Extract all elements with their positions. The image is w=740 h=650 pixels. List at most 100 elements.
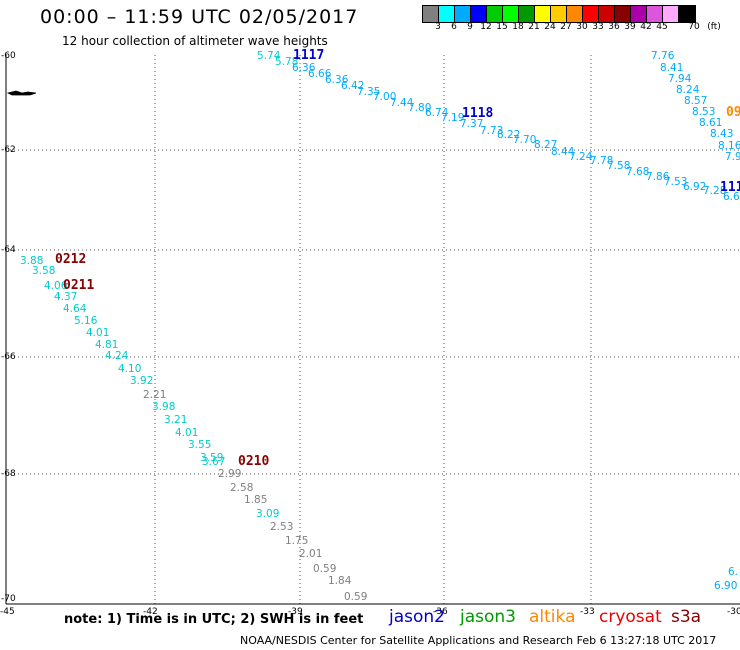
swh-value: 1.84 — [328, 575, 352, 587]
swh-value: 5.16 — [74, 315, 98, 327]
swh-value: 6.92 — [683, 181, 706, 193]
color-scale-legend — [422, 5, 696, 23]
swh-value: 0.59 — [313, 563, 336, 575]
lat-tick-label: -64 — [1, 245, 16, 255]
swh-value: 0.59 — [344, 591, 367, 603]
lat-tick-label: -68 — [1, 469, 16, 479]
lon-tick-label: -33 — [580, 607, 595, 617]
lon-tick-label: -45 — [0, 607, 15, 617]
swh-value: 7.37 — [460, 118, 483, 130]
legend-swatch — [631, 6, 647, 22]
swh-value: 7.9 — [725, 151, 740, 163]
map-axes: -60 -62 -64 -66 -68 -70 -45 -42 -39 -36 -33 -30 — [0, 51, 740, 617]
legend-swatch — [535, 6, 551, 22]
credit-line: NOAA/NESDIS Center for Satellite Applica… — [240, 634, 717, 647]
swh-value: 3.59 — [200, 452, 223, 464]
swh-value: 2.53 — [270, 521, 293, 533]
legend-label: 45 — [656, 22, 668, 32]
lon-tick-label: -30 — [727, 607, 740, 617]
swh-value: 4.01 — [86, 327, 109, 339]
pass-label: 0212 — [55, 252, 86, 267]
pass-label: 1118 — [462, 106, 493, 121]
swh-value: 6.90 — [714, 580, 737, 592]
swh-value: 2.99 — [218, 468, 241, 480]
legend-label: 18 — [512, 22, 524, 32]
swh-value: 2.21 — [143, 389, 166, 401]
legend-swatch — [615, 6, 631, 22]
legend-swatch — [455, 6, 471, 22]
swh-value: 8.57 — [684, 95, 707, 107]
swh-value: 7.78 — [590, 155, 613, 167]
swh-value: 2.01 — [299, 548, 322, 560]
swh-value: 4.64 — [63, 303, 87, 315]
legend-label: 33 — [592, 22, 604, 32]
satellite-s3a: s3a — [671, 607, 702, 627]
swh-value: 4.10 — [118, 363, 141, 375]
swh-value: 3.55 — [188, 439, 211, 451]
legend-label: 70 — [688, 22, 700, 32]
legend-swatch — [679, 6, 695, 22]
swh-value: 1.75 — [285, 535, 308, 547]
satellite-altika: altika — [529, 607, 576, 627]
map-grid — [5, 55, 740, 605]
legend-swatch — [487, 6, 503, 22]
pass-label: 111 — [720, 180, 740, 195]
legend-swatch — [567, 6, 583, 22]
swh-value: 8.41 — [660, 62, 683, 74]
satellite-jason2: jason2 — [389, 607, 445, 627]
lat-tick-label: -60 — [1, 51, 16, 61]
legend-label: 6 — [451, 22, 457, 32]
swh-value: 7.86 — [646, 171, 670, 183]
legend-label: 21 — [528, 22, 540, 32]
legend-swatch — [551, 6, 567, 22]
swh-value: 6.36 — [292, 62, 316, 74]
swh-value: 3.88 — [20, 255, 43, 267]
swh-value: 6. — [728, 566, 738, 578]
legend-swatch — [583, 6, 599, 22]
swh-value: 8.53 — [692, 106, 715, 118]
swh-value: 5.78 — [275, 56, 298, 68]
swh-value: 7.76 — [651, 50, 675, 62]
legend-label: 15 — [496, 22, 508, 32]
swh-value: 1.85 — [244, 494, 267, 506]
legend-label: 42 — [640, 22, 652, 32]
pass-label: 0211 — [63, 278, 94, 293]
legend-swatch — [599, 6, 615, 22]
swh-value: 6.42 — [341, 80, 364, 92]
lon-tick-label: -42 — [143, 607, 158, 617]
legend-swatch — [647, 6, 663, 22]
swh-value: 7.44 — [390, 97, 414, 109]
swh-value: 4.24 — [105, 350, 129, 362]
lon-tick-label: -36 — [433, 607, 448, 617]
legend-swatch — [423, 6, 439, 22]
swh-value: 3.21 — [164, 414, 187, 426]
legend-label: 39 — [624, 22, 636, 32]
legend-label: 12 — [480, 22, 492, 32]
swh-value: 6.74 — [425, 107, 449, 119]
swh-value: 3.67 — [202, 456, 225, 468]
swh-value: 8.27 — [534, 139, 557, 151]
legend-label: 30 — [576, 22, 588, 32]
swh-value: 8.43 — [710, 128, 733, 140]
swh-value: 7.53 — [664, 176, 687, 188]
coastline-fragment — [6, 90, 37, 96]
legend-label: 27 — [560, 22, 572, 32]
swh-value: 3.58 — [32, 265, 55, 277]
swh-value: 2.58 — [230, 482, 253, 494]
map-subtitle: 12 hour collection of altimeter wave hei… — [62, 34, 328, 48]
satellite-cryosat: cryosat — [599, 607, 662, 627]
swh-value: 8.22 — [497, 129, 520, 141]
map-title: 00:00 – 11:59 UTC 02/05/2017 — [40, 6, 359, 28]
lat-tick-label: -70 — [1, 594, 16, 604]
pass-label: 1117 — [293, 48, 324, 63]
legend-swatch — [503, 6, 519, 22]
swh-value: 8.16 — [718, 140, 740, 152]
legend-label: 3 — [435, 22, 441, 32]
swh-value: 6.36 — [325, 74, 349, 86]
swh-value: 8.44 — [551, 146, 575, 158]
swh-value: 7.00 — [373, 91, 396, 103]
legend-label: 9 — [467, 22, 473, 32]
wave-height-points: 5.745.786.366.666.366.427.357.007.447.80… — [20, 50, 740, 603]
satellite-jason3: jason3 — [460, 607, 516, 627]
swh-value: 7.94 — [668, 73, 692, 85]
